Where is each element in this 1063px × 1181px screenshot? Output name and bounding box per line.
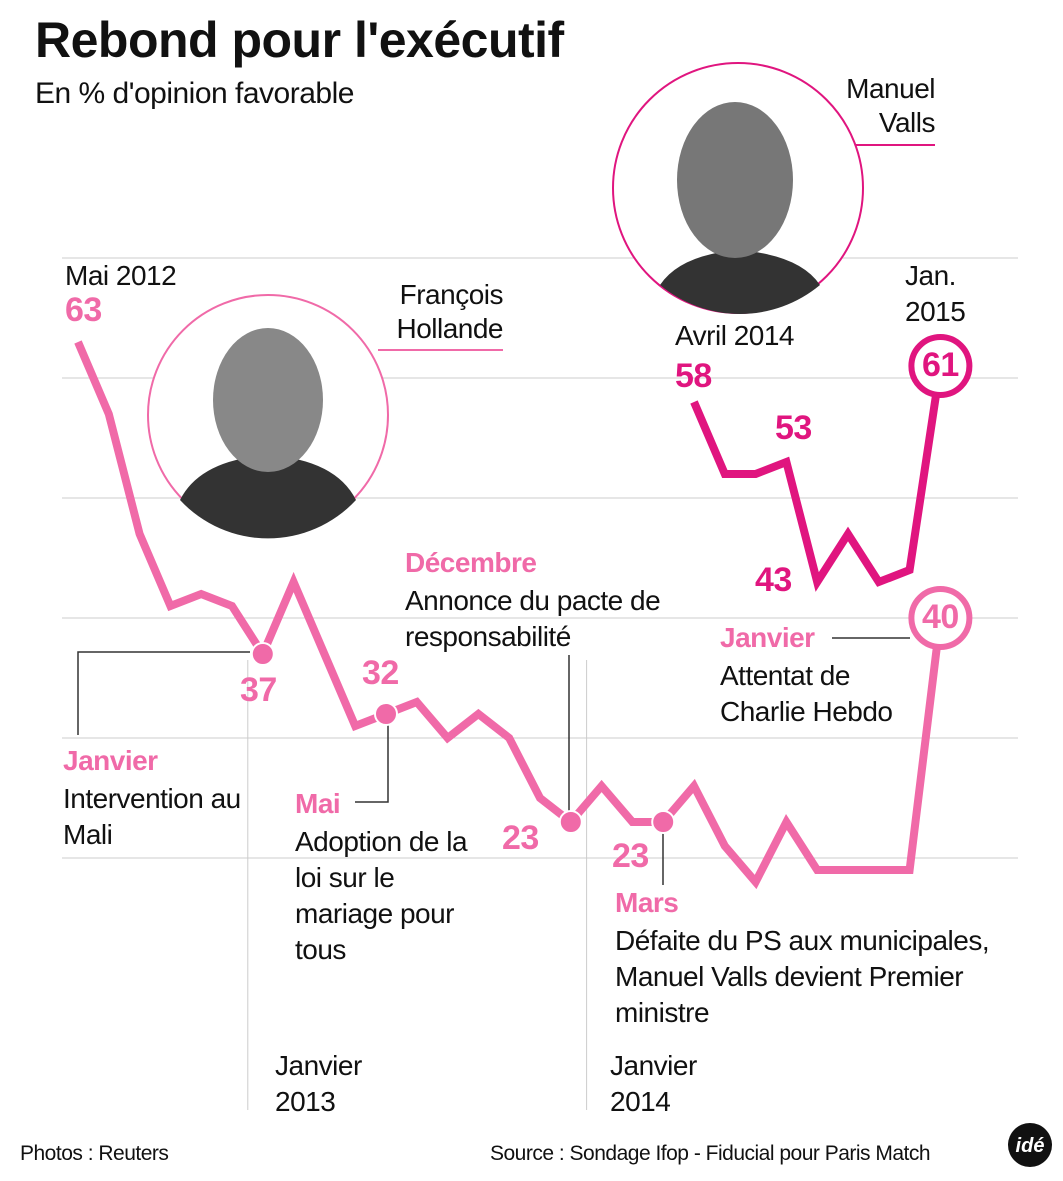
line	[74, 340, 945, 890]
series-name: Manuel Valls	[846, 73, 935, 138]
line	[690, 365, 945, 592]
series-name: François Hollande	[396, 279, 503, 344]
point	[558, 810, 583, 834]
x-tick-label: Avril 2014	[675, 320, 795, 351]
logo: idé	[1008, 1123, 1052, 1167]
data-label: 23	[502, 819, 539, 857]
annotation-text: Annonce du pacte de responsabilité	[405, 585, 661, 652]
point-ring	[908, 334, 973, 398]
subtitle: En % d'opinion favorable	[35, 77, 354, 110]
annotation-text: Adoption de la loi sur le mariage pour t…	[295, 826, 468, 965]
logo-text: idé	[1016, 1135, 1045, 1157]
annotation-text: Défaite du PS aux municipales, Manuel Va…	[615, 925, 990, 1028]
connectors	[77, 637, 910, 885]
x-tick-label: Jan. 2015	[905, 260, 966, 327]
annotation-title: Mars	[615, 887, 679, 918]
point	[250, 642, 275, 666]
data-label: 23	[612, 837, 649, 875]
x-tick-label: Janvier 2014	[610, 1050, 697, 1117]
data-label: 58	[675, 357, 712, 395]
x-tick-label: Mai 2012	[65, 260, 177, 291]
data-label: 63	[65, 291, 102, 329]
annotation-title: Janvier	[720, 622, 815, 653]
title: Rebond pour l'exécutif	[35, 12, 564, 68]
data-label: 37	[240, 671, 277, 709]
x-tick-label: Janvier 2013	[275, 1050, 362, 1117]
series	[74, 340, 973, 890]
data-label: 61	[921, 346, 959, 384]
connector	[355, 713, 389, 803]
data-label: 32	[362, 654, 399, 692]
credit: Photos : Reuters	[20, 1142, 169, 1165]
data-label: 40	[921, 598, 959, 636]
photo-hollande	[147, 294, 389, 539]
series	[690, 334, 973, 592]
data-label: 43	[755, 561, 792, 599]
annotation-text: Attentat de Charlie Hebdo	[720, 660, 893, 727]
annotation-text: Intervention au Mali	[63, 783, 241, 850]
data-label: 53	[775, 409, 812, 447]
annotation-title: Décembre	[405, 547, 537, 578]
annotation-title: Janvier	[63, 745, 158, 776]
point	[374, 702, 398, 726]
annotation-title: Mai	[295, 788, 341, 819]
point	[651, 810, 676, 834]
photo-valls	[612, 62, 864, 314]
source: Source : Sondage Ifop - Fiducial pour Pa…	[490, 1142, 931, 1165]
connector	[77, 651, 250, 735]
point-ring	[908, 586, 973, 650]
